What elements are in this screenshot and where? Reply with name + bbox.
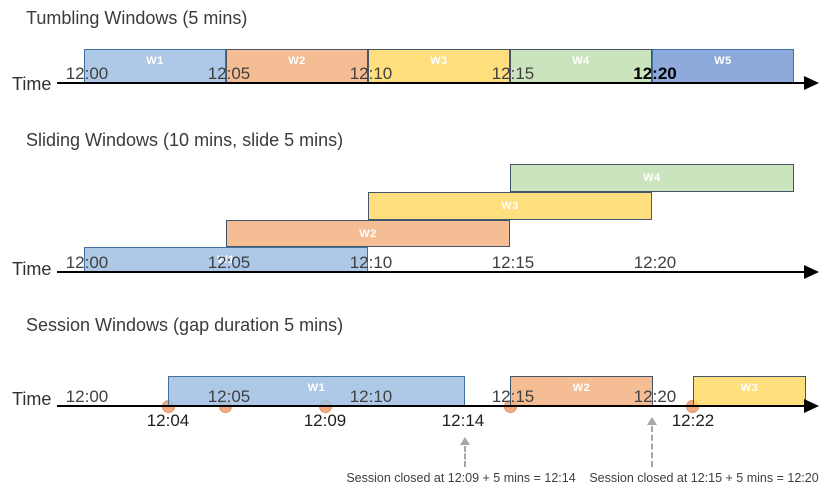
- session-windows-title: Session Windows (gap duration 5 mins): [26, 315, 344, 335]
- sliding-tick-12:05: 12:05: [207, 253, 251, 272]
- sliding-windows-title: Sliding Windows (10 mins, slide 5 mins): [26, 130, 344, 150]
- tumbling-window-w4: W4: [510, 49, 652, 83]
- sliding-window-w3-label: W3: [501, 200, 519, 212]
- sliding-window-w3: W3: [368, 192, 652, 220]
- session-note-arrow-line-1: [464, 446, 466, 467]
- tumbling-tick-12:15: 12:15: [491, 64, 535, 83]
- tumbling-window-w2: W2: [226, 49, 368, 83]
- session-note-arrow-head-icon-1: [460, 437, 470, 445]
- sliding-tick-12:15: 12:15: [491, 253, 535, 272]
- tumbling-windows-title: Tumbling Windows (5 mins): [26, 8, 248, 28]
- session-closed-note-2: Session closed at 12:15 + 5 mins = 12:20: [589, 471, 819, 485]
- session-note-arrow-head-icon-2: [647, 417, 657, 425]
- sliding-timeline-arrowhead-icon: [804, 265, 819, 279]
- session-event-label-12:04: 12:04: [146, 411, 190, 430]
- session-event-label-12:22: 12:22: [671, 411, 715, 430]
- session-event-label-12:14: 12:14: [441, 411, 485, 430]
- sliding-time-axis-label: Time: [12, 259, 52, 279]
- tumbling-timeline-arrowhead-icon: [804, 76, 819, 90]
- sliding-timeline: [57, 271, 804, 273]
- tumbling-window-w3: W3: [368, 49, 510, 83]
- sliding-window-w1-label: W1: [217, 253, 235, 266]
- session-tick-12:00: 12:00: [65, 387, 109, 406]
- session-window-w1-label: W1: [307, 382, 326, 394]
- session-tick-12:05: 12:05: [207, 387, 251, 406]
- tumbling-window-w2-label: W2: [288, 55, 306, 67]
- tumbling-window-w1: W1: [84, 49, 226, 83]
- tumbling-time-axis-label: Time: [12, 74, 52, 94]
- session-window-w2-label: W2: [572, 382, 591, 394]
- tumbling-window-w4-label: W4: [572, 55, 590, 67]
- sliding-window-w2: W2: [226, 220, 510, 247]
- sliding-tick-12:10: 12:10: [349, 253, 393, 272]
- session-time-axis-label: Time: [12, 389, 52, 409]
- sliding-window-w4-label: W4: [643, 172, 661, 184]
- tumbling-window-w3-label: W3: [430, 55, 448, 67]
- session-timeline-arrowhead-icon: [804, 399, 819, 413]
- session-closed-note-1: Session closed at 12:09 + 5 mins = 12:14: [346, 471, 576, 485]
- session-note-arrow-line-2: [651, 426, 653, 467]
- tumbling-timeline: [57, 82, 804, 84]
- session-event-label-12:09: 12:09: [303, 411, 347, 430]
- session-window-w3-label: W3: [740, 382, 759, 394]
- session-tick-12:20: 12:20: [633, 387, 677, 406]
- session-tick-12:10: 12:10: [349, 387, 393, 406]
- tumbling-tick-12:00: 12:00: [65, 64, 109, 83]
- sliding-window-w4: W4: [510, 164, 794, 192]
- tumbling-window-w5: W5: [652, 49, 794, 83]
- tumbling-tick-12:05: 12:05: [207, 64, 251, 83]
- session-tick-12:15: 12:15: [491, 387, 535, 406]
- sliding-window-w2-label: W2: [359, 227, 377, 240]
- sliding-tick-12:20: 12:20: [633, 253, 677, 272]
- tumbling-window-w5-label: W5: [714, 55, 732, 67]
- sliding-tick-12:00: 12:00: [65, 253, 109, 272]
- tumbling-tick-12:10: 12:10: [349, 64, 393, 83]
- tumbling-tick-12:20: 12:20: [633, 64, 677, 83]
- session-window-w3: W3: [693, 376, 806, 406]
- tumbling-window-w1-label: W1: [146, 55, 164, 67]
- session-timeline: [57, 405, 804, 407]
